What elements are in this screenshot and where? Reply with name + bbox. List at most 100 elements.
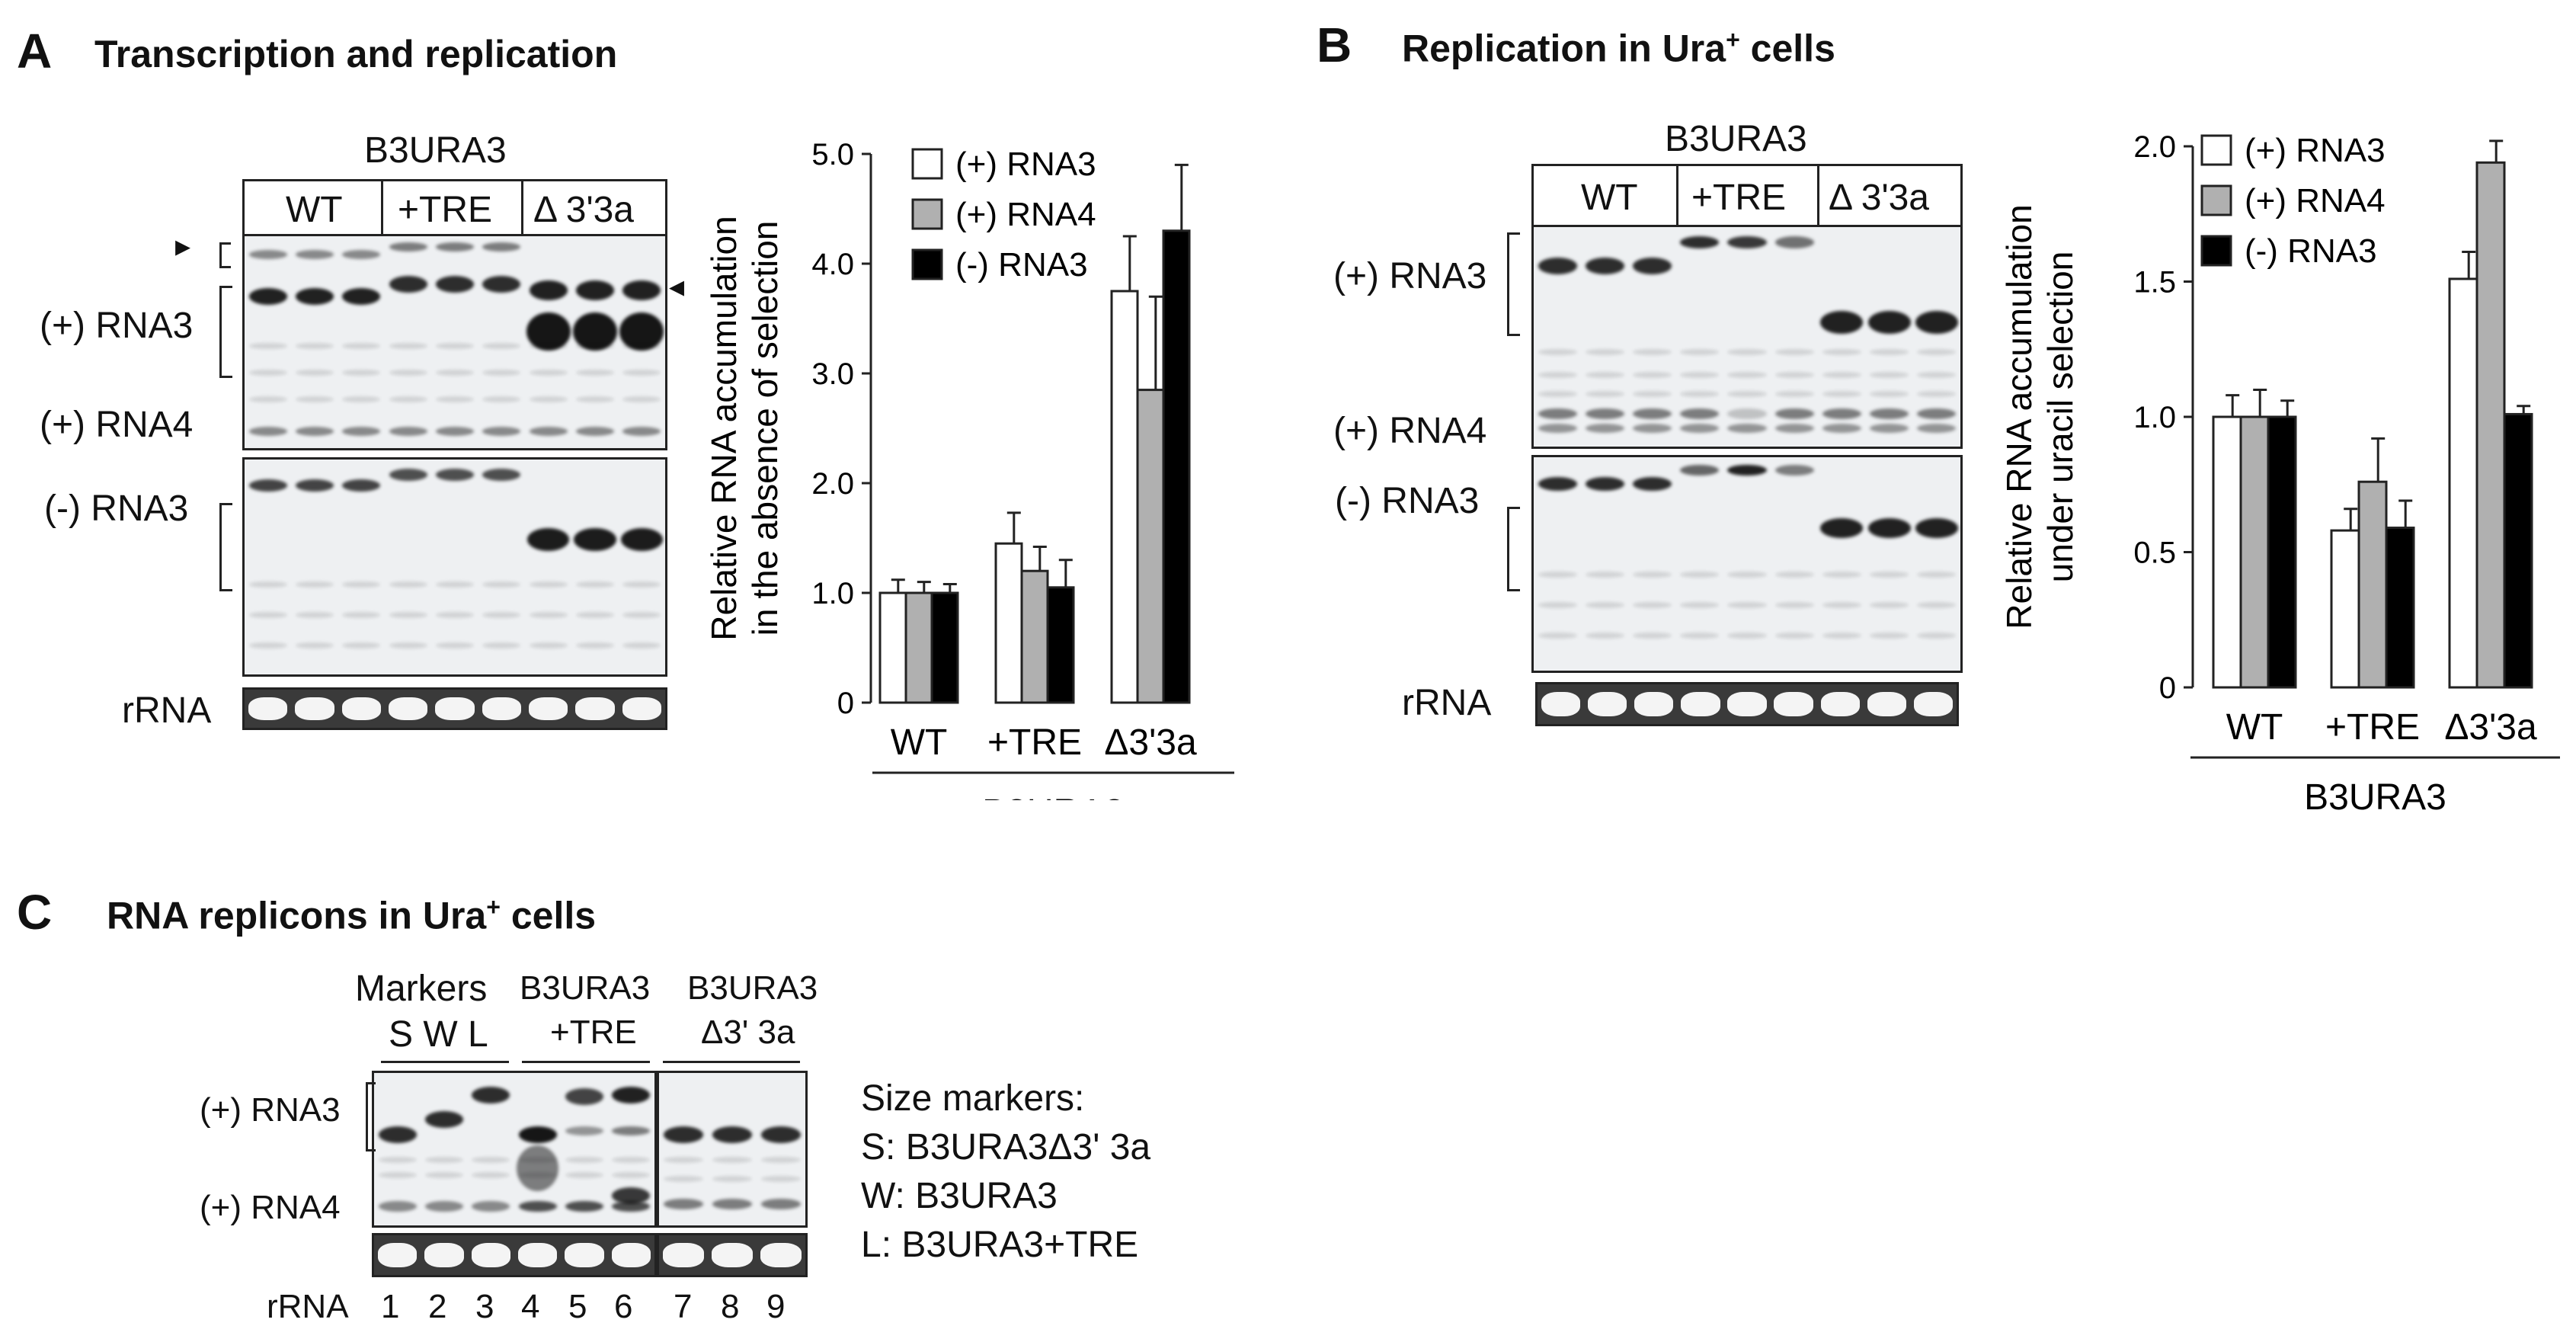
gel-band <box>575 581 615 588</box>
gel-band <box>1774 602 1814 608</box>
lane-number: 6 <box>614 1288 633 1325</box>
bar <box>994 542 1023 704</box>
gel-band <box>622 280 661 300</box>
gel-band <box>612 1126 651 1135</box>
gel-band <box>1774 572 1814 578</box>
rrna-band <box>575 697 615 720</box>
rrna-band <box>611 1243 651 1267</box>
gel-band <box>1633 349 1672 355</box>
gel-band <box>248 642 287 649</box>
rrna-band <box>622 697 662 720</box>
gel-band <box>1870 572 1909 578</box>
gel-band <box>1585 372 1624 378</box>
gel-band <box>1774 465 1814 476</box>
bar <box>2330 529 2360 689</box>
gel-band <box>712 1199 753 1209</box>
panel-c-label-plus-rna3: (+) RNA3 <box>200 1091 341 1129</box>
gel-band <box>1538 349 1577 355</box>
gel-band <box>1585 391 1624 397</box>
gel-band <box>575 343 615 349</box>
panel-a-bar-chart: 0 1.0 2.0 3.0 4.0 5.0 Relative RNA accumulatio… <box>704 138 1234 800</box>
gel-band <box>248 250 287 259</box>
bar <box>2385 527 2415 689</box>
gel-band <box>342 396 381 402</box>
gel-band <box>1727 602 1767 608</box>
gel-band <box>529 642 568 649</box>
gel-band <box>1915 311 1958 334</box>
gel-band <box>424 1111 464 1128</box>
gel-band <box>342 288 381 305</box>
gel-band <box>435 581 475 588</box>
panel-c-gel-right <box>657 1071 808 1228</box>
gel-band <box>1633 633 1672 639</box>
gel-band <box>1585 408 1624 419</box>
gel-band <box>1633 372 1672 378</box>
gel-band <box>529 343 568 349</box>
gel-band <box>248 427 287 436</box>
legend-label: (-) RNA3 <box>2245 232 2377 270</box>
panel-a-label-plus-rna4: (+) RNA4 <box>40 405 194 445</box>
legend-swatch <box>2200 235 2232 267</box>
gel-band <box>1917 408 1957 419</box>
gel-band <box>518 1157 557 1163</box>
lane-number: 3 <box>475 1288 494 1325</box>
gel-band <box>424 1172 464 1178</box>
gel-band <box>575 280 615 300</box>
panel-c-group3-line2: Δ3' 3a <box>701 1014 795 1051</box>
gel-band <box>1633 477 1672 491</box>
gel-band <box>565 1126 604 1135</box>
x-tick-label: WT <box>891 722 948 763</box>
panel-a-label-minus-rna3: (-) RNA3 <box>44 488 189 529</box>
gel-band <box>518 1201 557 1212</box>
gel-band <box>712 1176 753 1182</box>
gel-band <box>663 1176 704 1182</box>
panel-c-rrna-strip-left <box>372 1233 657 1277</box>
gel-band <box>1585 602 1624 608</box>
gel-band <box>529 396 568 402</box>
gel-band <box>295 427 334 436</box>
gel-band <box>1680 372 1720 378</box>
legend-swatch <box>911 198 943 230</box>
gel-band <box>575 642 615 649</box>
gel-band <box>1774 236 1814 248</box>
y-tick-label: 1.0 <box>2133 401 2176 434</box>
gel-band <box>622 427 661 436</box>
panel-c-letter: C <box>17 885 53 940</box>
gel-band <box>424 1157 464 1163</box>
gel-band <box>1917 391 1957 397</box>
lane-number: 2 <box>428 1288 447 1325</box>
gel-band <box>1822 408 1861 419</box>
gel-band <box>482 427 521 436</box>
gel-band <box>435 242 475 251</box>
gel-band <box>572 312 618 351</box>
bar <box>1046 586 1075 704</box>
panel-c-group2-line2: +TRE <box>550 1014 637 1051</box>
panel-c-group3-line1: B3URA3 <box>687 969 818 1007</box>
panel-a-group-tre: +TRE <box>398 190 493 230</box>
gel-band <box>1917 349 1957 355</box>
gel-band <box>389 642 427 649</box>
x-tick-label: Δ3'3a <box>2444 707 2537 748</box>
gel-band <box>378 1201 417 1212</box>
x-tick-label: +TRE <box>987 722 1082 763</box>
bar <box>930 591 959 704</box>
gel-band <box>472 1201 510 1212</box>
gel-band <box>1727 572 1767 578</box>
rrna-band <box>528 697 568 720</box>
gel-band <box>1633 424 1672 433</box>
gel-band <box>565 1088 604 1105</box>
panel-a-header-divider <box>521 179 523 234</box>
rrna-band <box>341 697 382 720</box>
gel-band <box>1538 391 1577 397</box>
gel-band <box>1820 518 1864 538</box>
gel-band <box>712 1126 753 1143</box>
y-tick-label: 2.0 <box>2133 130 2176 164</box>
gel-band <box>1774 391 1814 397</box>
panel-a-group-delta: Δ 3'3a <box>533 190 634 230</box>
gel-band <box>1774 372 1814 378</box>
panel-a-arrow-left: ▸ <box>175 229 191 263</box>
gel-band <box>1727 465 1767 476</box>
gel-band <box>1867 311 1911 334</box>
gel-band <box>1538 633 1577 639</box>
gel-band <box>1680 424 1720 433</box>
